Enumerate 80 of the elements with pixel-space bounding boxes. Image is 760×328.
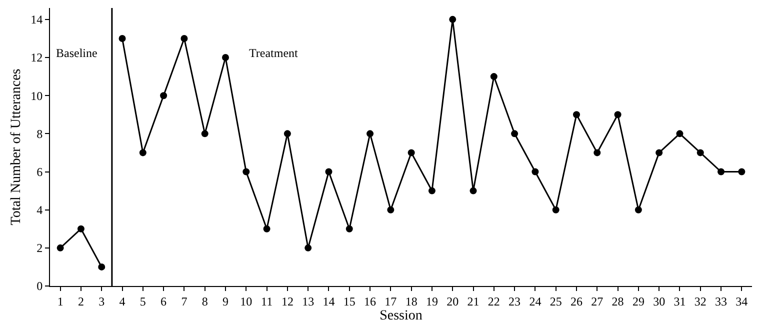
point [222, 54, 229, 62]
point [263, 225, 270, 232]
x-tick-label: 7 [181, 294, 188, 308]
point [490, 73, 498, 80]
y-tick-label: 0 [36, 279, 43, 294]
x-tick-label: 3 [98, 294, 105, 308]
point [696, 149, 704, 156]
annotation: Baseline [56, 46, 98, 60]
x-tick-label: 18 [405, 294, 418, 308]
point [139, 149, 146, 156]
x-tick-label: 29 [632, 294, 644, 308]
x-tick-label: 2 [78, 294, 84, 308]
x-tick-label: 1 [57, 294, 64, 308]
y-tick-label: 12 [30, 50, 43, 65]
annotation: Treatment [249, 46, 299, 60]
x-tick-label: 21 [467, 294, 480, 308]
point [470, 187, 477, 194]
point [284, 130, 291, 138]
x-tick-label: 4 [119, 294, 126, 308]
x-tick-label: 20 [446, 294, 459, 308]
x-tick-label: 12 [281, 294, 294, 308]
point [366, 130, 374, 138]
x-tick-label: 10 [240, 294, 252, 308]
point [325, 168, 332, 176]
x-tick-label: 31 [674, 294, 686, 308]
point [160, 92, 168, 100]
x-tick-label: 25 [550, 294, 562, 308]
point [634, 206, 642, 214]
y-tick-label: 6 [36, 164, 43, 179]
x-tick-label: 15 [343, 294, 356, 308]
point [428, 187, 436, 194]
point [594, 149, 601, 156]
y-tick-label: 8 [36, 126, 43, 141]
point [656, 149, 663, 156]
x-tick-label: 33 [715, 294, 728, 308]
point [738, 168, 746, 176]
point [201, 130, 208, 138]
point [180, 34, 188, 42]
point [387, 206, 394, 214]
y-tick-label: 2 [36, 241, 43, 256]
point [242, 168, 250, 176]
point [449, 16, 456, 23]
x-tick-label: 19 [426, 294, 438, 308]
point [573, 111, 580, 118]
point [552, 206, 560, 214]
point [304, 244, 312, 252]
point [118, 34, 126, 42]
x-tick-label: 23 [508, 294, 521, 308]
x-tick-label: 11 [261, 294, 273, 308]
point [614, 111, 622, 118]
x-tick-label: 27 [591, 294, 604, 308]
point [408, 149, 415, 156]
point [718, 168, 725, 176]
x-tick-label: 9 [222, 294, 228, 308]
y-tick-label: 4 [36, 203, 43, 218]
x-tick-label: 24 [529, 294, 542, 308]
point [511, 130, 518, 138]
point [676, 130, 684, 138]
x-tick-label: 28 [612, 294, 624, 308]
point [77, 225, 84, 232]
point [532, 168, 539, 176]
point [56, 244, 64, 252]
x-tick-label: 16 [364, 294, 376, 308]
x-tick-label: 30 [653, 294, 666, 308]
x-axis-title: Session [380, 308, 422, 324]
x-tick-label: 6 [160, 294, 167, 308]
x-tick-label: 32 [694, 294, 706, 308]
x-tick-label: 34 [736, 294, 748, 308]
y-axis-title: Total Number of Utterances [9, 68, 24, 226]
y-tick-label: 14 [30, 12, 43, 27]
x-tick-label: 13 [302, 294, 314, 308]
y-tick-label: 10 [30, 88, 43, 103]
x-tick-label: 5 [140, 294, 146, 308]
x-tick-label: 14 [322, 294, 335, 308]
x-tick-label: 17 [384, 294, 397, 308]
x-tick-label: 8 [202, 294, 208, 308]
x-tick-label: 22 [488, 294, 500, 308]
point [346, 225, 353, 232]
x-tick-label: 26 [570, 294, 582, 308]
point [98, 263, 106, 270]
